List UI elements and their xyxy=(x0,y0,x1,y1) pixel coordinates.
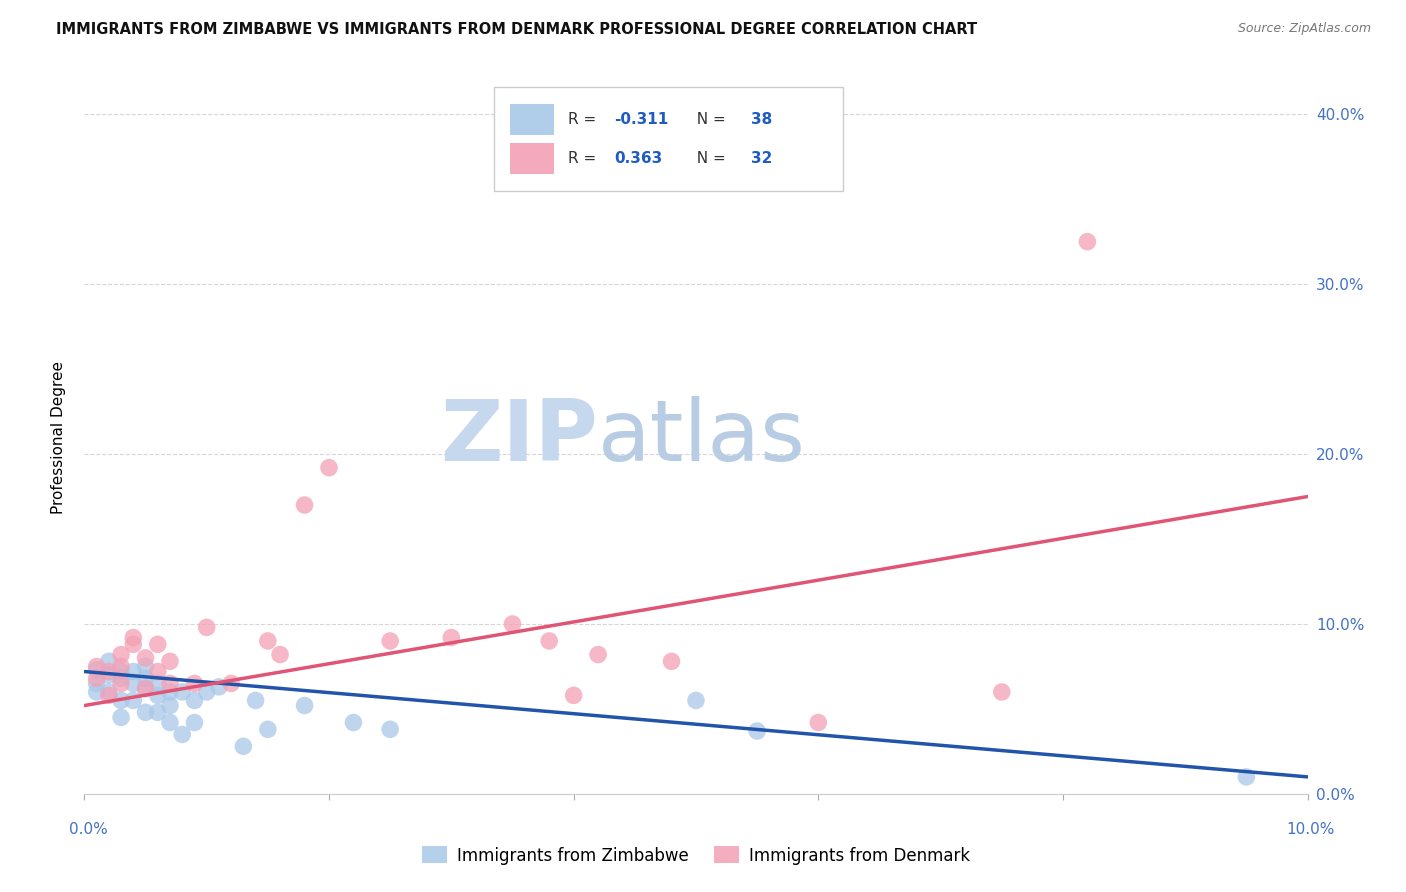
Text: Source: ZipAtlas.com: Source: ZipAtlas.com xyxy=(1237,22,1371,36)
Point xyxy=(1236,770,1258,784)
Point xyxy=(122,676,145,690)
Y-axis label: Professional Degree: Professional Degree xyxy=(51,360,66,514)
Point xyxy=(146,706,169,720)
Text: R =: R = xyxy=(568,152,600,166)
Point xyxy=(502,617,524,632)
Point xyxy=(172,685,194,699)
Point xyxy=(159,685,181,699)
Point xyxy=(380,723,402,737)
Legend: Immigrants from Zimbabwe, Immigrants from Denmark: Immigrants from Zimbabwe, Immigrants fro… xyxy=(415,839,977,871)
Text: IMMIGRANTS FROM ZIMBABWE VS IMMIGRANTS FROM DENMARK PROFESSIONAL DEGREE CORRELAT: IMMIGRANTS FROM ZIMBABWE VS IMMIGRANTS F… xyxy=(56,22,977,37)
Point xyxy=(342,715,364,730)
FancyBboxPatch shape xyxy=(510,143,554,175)
Point xyxy=(159,715,181,730)
Point xyxy=(135,681,157,696)
Point xyxy=(146,676,169,690)
Text: 0.0%: 0.0% xyxy=(69,822,108,837)
Point xyxy=(538,634,561,648)
Point xyxy=(86,671,108,685)
Point xyxy=(146,665,169,679)
Text: 10.0%: 10.0% xyxy=(1286,822,1334,837)
Text: 38: 38 xyxy=(751,112,772,127)
Point xyxy=(257,723,280,737)
Point xyxy=(110,671,132,685)
Point xyxy=(135,659,157,673)
Point xyxy=(110,665,132,679)
Point xyxy=(991,685,1014,699)
Point xyxy=(135,706,157,720)
Point xyxy=(294,498,316,512)
Point xyxy=(232,739,254,754)
Point xyxy=(440,631,463,645)
Point xyxy=(1076,235,1098,249)
Point xyxy=(380,634,402,648)
Point xyxy=(122,631,145,645)
Point xyxy=(97,685,120,699)
Point xyxy=(122,637,145,651)
Text: -0.311: -0.311 xyxy=(614,112,668,127)
Point xyxy=(146,689,169,703)
Point xyxy=(97,668,120,682)
Text: ZIP: ZIP xyxy=(440,395,598,479)
Point xyxy=(86,659,108,673)
Point xyxy=(685,693,707,707)
Point xyxy=(97,689,120,703)
Text: atlas: atlas xyxy=(598,395,806,479)
Point xyxy=(183,715,205,730)
Point xyxy=(562,689,585,703)
Point xyxy=(110,648,132,662)
Point xyxy=(110,693,132,707)
Point xyxy=(122,693,145,707)
Point xyxy=(208,680,231,694)
Text: 32: 32 xyxy=(751,152,772,166)
Point xyxy=(135,681,157,696)
Text: R =: R = xyxy=(568,112,600,127)
Point xyxy=(135,651,157,665)
Point xyxy=(110,676,132,690)
Point xyxy=(183,676,205,690)
Point xyxy=(110,659,132,673)
Text: N =: N = xyxy=(688,112,731,127)
Point xyxy=(257,634,280,648)
Point xyxy=(135,671,157,685)
Point xyxy=(159,676,181,690)
FancyBboxPatch shape xyxy=(510,103,554,136)
Point xyxy=(807,715,830,730)
Point xyxy=(86,685,108,699)
Point xyxy=(195,685,218,699)
Point xyxy=(110,710,132,724)
Point xyxy=(146,637,169,651)
Point xyxy=(122,665,145,679)
Point xyxy=(97,665,120,679)
Point xyxy=(586,648,609,662)
Point xyxy=(269,648,291,662)
Point xyxy=(86,663,108,677)
Text: 0.363: 0.363 xyxy=(614,152,662,166)
Point xyxy=(661,654,683,668)
Point xyxy=(97,654,120,668)
Text: N =: N = xyxy=(688,152,731,166)
Point xyxy=(245,693,267,707)
Point xyxy=(159,654,181,668)
Point xyxy=(86,676,108,690)
Point xyxy=(195,620,218,634)
Point xyxy=(172,727,194,741)
Point xyxy=(294,698,316,713)
Point xyxy=(747,724,769,739)
Point xyxy=(318,460,340,475)
Point xyxy=(183,693,205,707)
Point xyxy=(159,698,181,713)
Point xyxy=(219,676,242,690)
FancyBboxPatch shape xyxy=(494,87,842,191)
